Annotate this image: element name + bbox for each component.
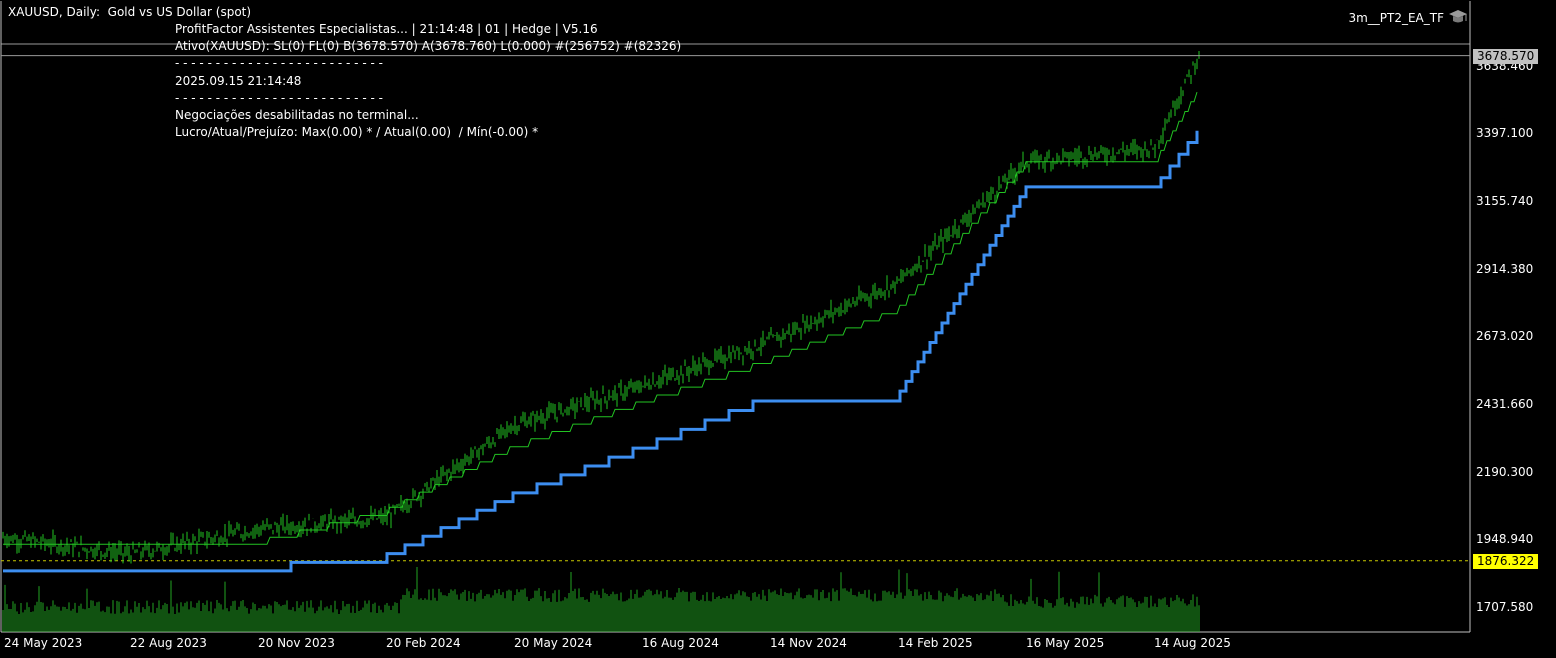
- y-tick-label: 1707.580: [1476, 600, 1534, 614]
- x-tick-label: 14 Nov 2024: [770, 636, 847, 650]
- ea-info-line: ProfitFactor Assistentes Especialistas..…: [175, 22, 598, 36]
- ea-info-line: 2025.09.15 21:14:48: [175, 73, 302, 88]
- y-tick-label: 2914.380: [1476, 261, 1534, 276]
- y-tick-label: 2190.300: [1476, 464, 1534, 479]
- y-tick-label: 1948.940: [1476, 532, 1534, 547]
- x-tick-label: 20 Feb 2024: [386, 636, 461, 650]
- x-tick-label: 16 Aug 2024: [642, 636, 719, 650]
- y-tick-label: 3397.100: [1476, 126, 1534, 141]
- level-price-tag: 1876.322: [1473, 553, 1539, 569]
- trailing-line: [3, 91, 1198, 545]
- x-tick-label: 24 May 2023: [4, 636, 83, 650]
- x-tick-label: 22 Aug 2023: [130, 636, 207, 650]
- y-tick-label: 2431.660: [1476, 397, 1534, 412]
- price-candles: [2, 50, 1200, 564]
- stop-line: [3, 130, 1199, 573]
- x-tick-label: 16 May 2025: [1026, 636, 1105, 650]
- ea-name-label[interactable]: 3m__PT2_EA_TF: [1348, 11, 1444, 25]
- y-tick-label: 2673.020: [1476, 329, 1534, 344]
- ea-info-line: Negociações desabilitadas no terminal...: [175, 108, 419, 122]
- ea-info-line: Ativo(XAUUSD): SL(0) FL(0) B(3678.570) A…: [175, 39, 682, 54]
- ea-info-line: - - - - - - - - - - - - - - - - - - - - …: [175, 56, 383, 71]
- ea-info-line: Lucro/Atual/Prejuízo: Max(0.00) * / Atua…: [175, 125, 539, 140]
- bid-price-tag: 3678.570: [1473, 48, 1539, 64]
- x-tick-label: 20 May 2024: [514, 636, 593, 650]
- ea-info-line: - - - - - - - - - - - - - - - - - - - - …: [175, 90, 383, 105]
- x-tick-label: 14 Feb 2025: [898, 636, 973, 650]
- x-tick-label: 20 Nov 2023: [258, 636, 335, 650]
- symbol-title: XAUUSD, Daily: Gold vs US Dollar (spot): [8, 5, 252, 19]
- y-tick-label: 3155.740: [1476, 194, 1534, 209]
- graduation-cap-icon[interactable]: [1448, 8, 1468, 26]
- x-tick-label: 14 Aug 2025: [1154, 636, 1231, 650]
- volume-bars: [2, 566, 1200, 632]
